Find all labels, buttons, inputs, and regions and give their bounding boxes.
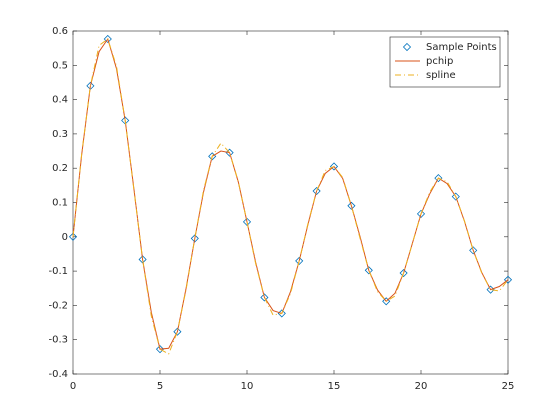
sample-point [347, 201, 356, 210]
y-tick-label: -0.1 [48, 266, 68, 277]
sample-point [138, 255, 147, 264]
x-tick-label: 15 [328, 381, 341, 392]
y-tick-label: 0 [62, 232, 68, 243]
x-tick-label: 10 [241, 381, 254, 392]
y-tick-label: 0.2 [52, 163, 68, 174]
y-tick-label: 0.6 [52, 26, 68, 37]
sample-point [173, 327, 182, 336]
y-tick-label: 0.3 [52, 129, 68, 140]
y-tick-label: 0.4 [52, 95, 68, 106]
sample-point [451, 192, 460, 201]
sample-point [382, 297, 391, 306]
y-tick-label: 0.5 [52, 60, 68, 71]
x-tick-label: 20 [415, 381, 428, 392]
legend-label: Sample Points [426, 42, 497, 53]
sample-point [225, 148, 234, 157]
sample-point [434, 174, 443, 183]
sample-point [469, 246, 478, 255]
sample-point [503, 275, 513, 284]
sample-point [295, 256, 304, 265]
sample-point [416, 209, 426, 218]
sample-point [155, 345, 165, 354]
sample-point [364, 266, 373, 275]
legend-label: pchip [426, 56, 453, 67]
sample-point [329, 162, 339, 171]
sample-point [242, 217, 252, 226]
line-spline [72, 38, 509, 355]
legend-marker [402, 42, 412, 52]
sample-point [103, 34, 112, 44]
sample-point [312, 186, 321, 196]
sample-point [260, 293, 269, 302]
y-tick-label: 0.1 [52, 198, 68, 209]
legend: Sample Points pchip spline [389, 36, 501, 88]
x-tick-label: 0 [70, 381, 76, 392]
legend-label: spline [426, 70, 456, 81]
x-tick-label: 25 [502, 381, 515, 392]
sample-point [68, 232, 78, 241]
sample-point [399, 268, 408, 278]
axes-box [72, 30, 509, 375]
x-tick-label: 5 [157, 381, 163, 392]
y-tick-label: -0.4 [48, 369, 68, 380]
sample-point [190, 234, 199, 243]
y-tick-label: -0.2 [48, 300, 68, 311]
y-tick-label: -0.3 [48, 335, 68, 346]
